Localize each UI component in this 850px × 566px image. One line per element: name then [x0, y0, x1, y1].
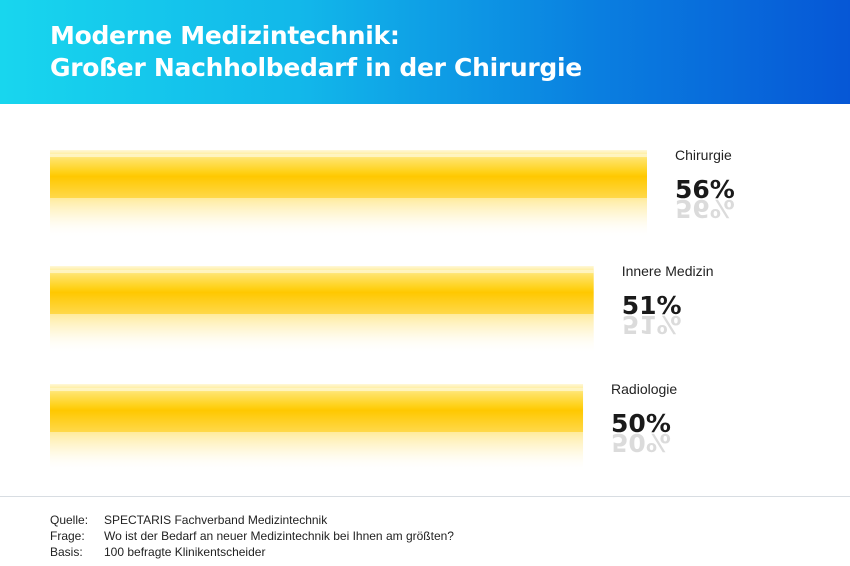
- note-basis-label: Basis:: [50, 545, 83, 559]
- title-banner: Moderne Medizintechnik: Großer Nachholbe…: [0, 0, 850, 104]
- bar-value-reflection: 50%: [611, 428, 671, 457]
- note-question-text: Wo ist der Bedarf an neuer Medizintechni…: [104, 529, 454, 543]
- bar-group-2: Innere Medizin 51%51%: [50, 263, 714, 354]
- bar-group-3: Radiologie 50%50%: [50, 381, 677, 472]
- bar-value-label: 56%: [675, 175, 735, 204]
- bar: [50, 266, 594, 314]
- bar-highlight: [50, 388, 584, 391]
- note-source-text: SPECTARIS Fachverband Medizintechnik: [104, 513, 328, 527]
- bar-value-reflection: 56%: [675, 194, 735, 223]
- bar-value-reflection: 51%: [622, 310, 682, 339]
- bar-reflection: [50, 314, 594, 354]
- bar-highlight: [50, 154, 647, 157]
- note-question-label: Frage:: [50, 529, 85, 543]
- chart-area: Chirurgie 56% 56% Innere Medizin 51% 51% Radio…: [0, 104, 850, 496]
- bar-reflection: [50, 432, 584, 472]
- bar: [50, 150, 647, 198]
- bar: [50, 384, 584, 432]
- bar-group-1: Chirurgie 56%56%: [50, 147, 735, 238]
- note-source-label: Quelle:: [50, 513, 89, 527]
- note-basis-text: 100 befragte Klinikentscheider: [104, 545, 266, 559]
- bar-value-label: 50%: [611, 409, 671, 438]
- bar-category-label: Chirurgie: [675, 147, 732, 163]
- chart-title: Moderne Medizintechnik: Großer Nachholbe…: [50, 20, 582, 84]
- title-line-2: Großer Nachholbedarf in der Chirurgie: [50, 53, 582, 82]
- bar-category-label: Radiologie: [611, 381, 677, 397]
- note-source: Quelle: SPECTARIS Fachverband Medizintech…: [50, 512, 454, 528]
- bar-chart: Chirurgie 56%56% Innere Medizin 51%51% Radio…: [50, 147, 735, 472]
- bar-reflection: [50, 198, 647, 238]
- bar-category-label: Innere Medizin: [622, 263, 714, 279]
- footer-divider: [0, 496, 850, 497]
- title-line-1: Moderne Medizintechnik:: [50, 21, 400, 50]
- bars-layer: Chirurgie 56%56% Innere Medizin 51%51% Radio…: [50, 147, 735, 472]
- note-question: Frage: Wo ist der Bedarf an neuer Medizin…: [50, 528, 454, 544]
- bar-value-label: 51%: [622, 291, 682, 320]
- note-basis: Basis: 100 befragte Klinikentscheider: [50, 544, 454, 560]
- source-notes: Quelle: SPECTARIS Fachverband Medizintech…: [50, 512, 454, 560]
- bar-highlight: [50, 270, 594, 273]
